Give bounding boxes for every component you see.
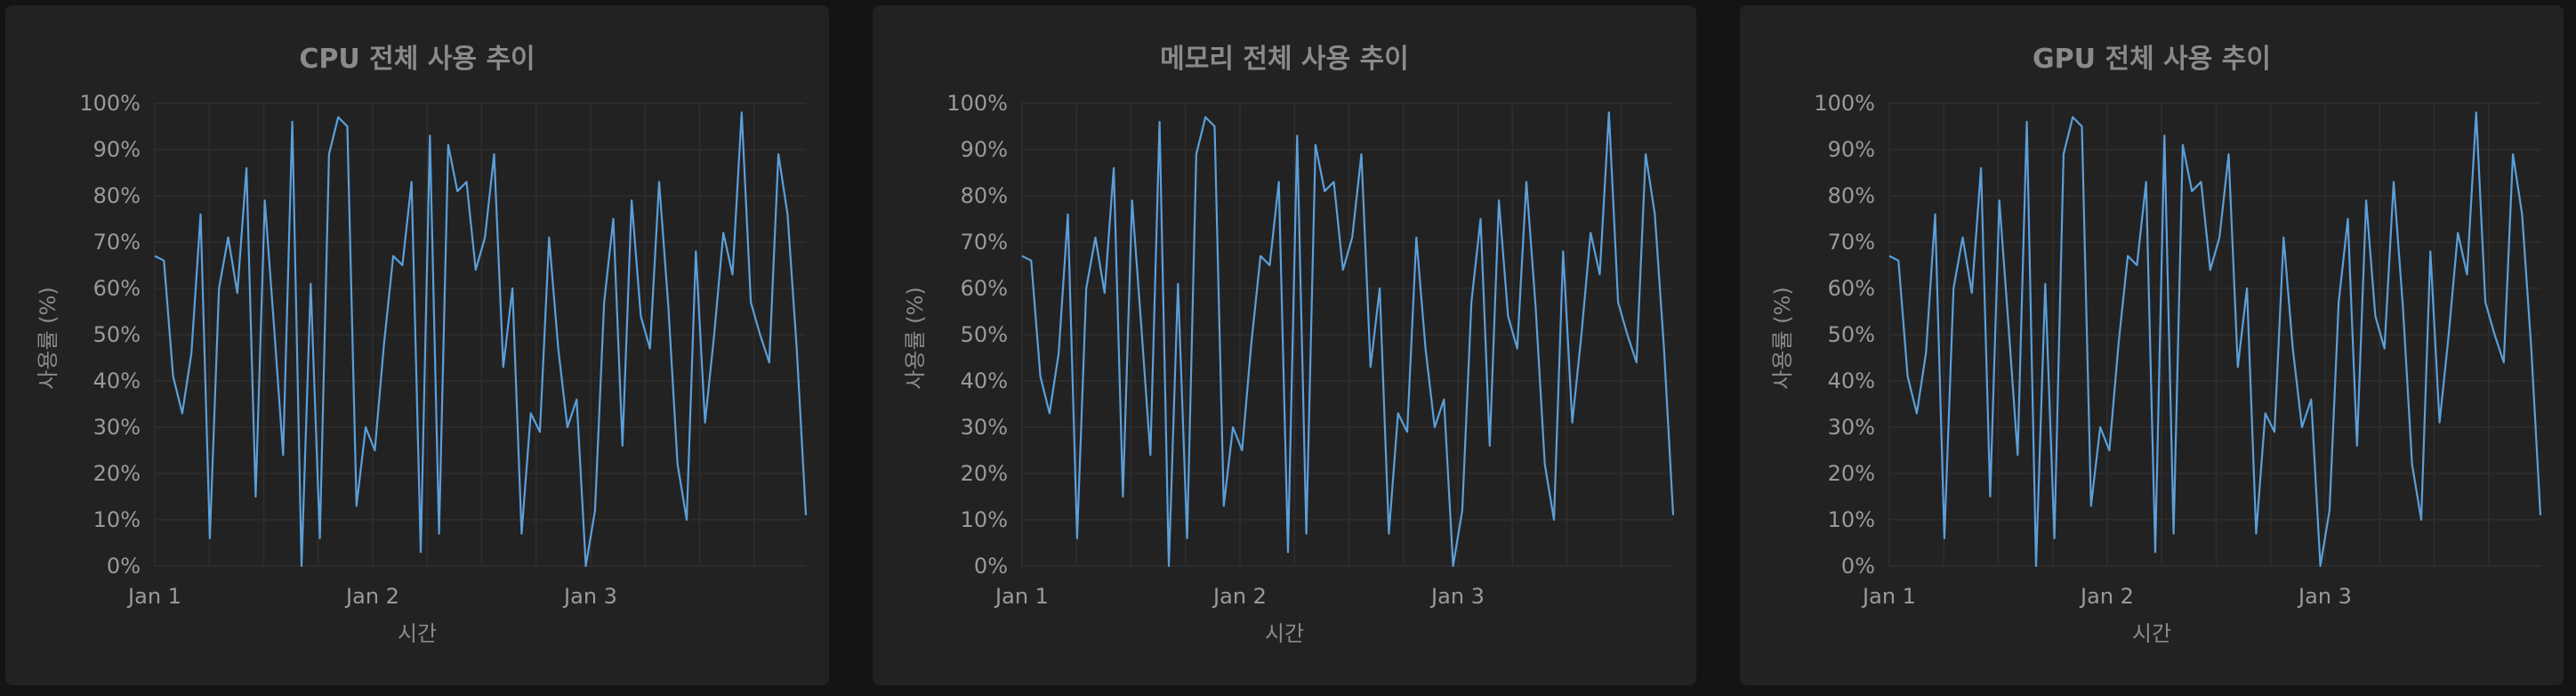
y-tick-label: 0% xyxy=(974,554,1008,579)
x-axis-label: 시간 xyxy=(1265,621,1304,646)
y-axis-ticks: 0% 10% 20% 30% 40% 50% 60% 70% 80% 90% 100% xyxy=(946,91,1008,579)
y-axis-ticks: 0% 10% 20% 30% 40% 50% 60% 70% 80% 90% 100% xyxy=(1814,91,1875,579)
y-tick-label: 30% xyxy=(961,415,1008,440)
x-tick-label: Jan 3 xyxy=(562,584,617,609)
y-tick-label: 20% xyxy=(961,461,1008,486)
y-tick-label: 0% xyxy=(107,554,141,579)
chart-panel-cpu: CPU 전체 사용 추이 0% 10% 20% 30% 40% 50% 60% 70% 80% 9… xyxy=(5,5,829,685)
y-tick-label: 40% xyxy=(93,368,141,393)
y-tick-label: 100% xyxy=(1814,91,1875,116)
y-tick-label: 100% xyxy=(946,91,1008,116)
chart-title: 메모리 전체 사용 추이 xyxy=(1160,44,1409,75)
x-tick-label: Jan 2 xyxy=(1212,584,1267,609)
y-tick-label: 40% xyxy=(1828,368,1875,393)
y-tick-label: 90% xyxy=(93,137,141,162)
y-tick-label: 50% xyxy=(1828,322,1875,347)
y-tick-label: 40% xyxy=(961,368,1008,393)
y-tick-label: 50% xyxy=(93,322,141,347)
x-axis-label: 시간 xyxy=(398,621,437,646)
series-line xyxy=(1889,112,2540,566)
y-tick-label: 90% xyxy=(961,137,1008,162)
y-tick-label: 30% xyxy=(1828,415,1875,440)
y-tick-label: 80% xyxy=(961,183,1008,208)
x-tick-label: Jan 1 xyxy=(126,584,181,609)
y-tick-label: 20% xyxy=(93,461,141,486)
y-tick-label: 30% xyxy=(93,415,141,440)
y-tick-label: 60% xyxy=(961,276,1008,301)
x-tick-label: Jan 2 xyxy=(344,584,399,609)
x-tick-label: Jan 1 xyxy=(994,584,1049,609)
y-tick-label: 90% xyxy=(1828,137,1875,162)
y-tick-label: 50% xyxy=(961,322,1008,347)
chart-title: GPU 전체 사용 추이 xyxy=(2033,44,2271,75)
x-tick-label: Jan 3 xyxy=(1429,584,1485,609)
y-axis-label: 사용률 (%) xyxy=(1770,287,1795,389)
gridlines xyxy=(1022,103,1673,566)
y-tick-label: 10% xyxy=(1828,507,1875,532)
x-tick-label: Jan 3 xyxy=(2297,584,2352,609)
y-tick-label: 60% xyxy=(93,276,141,301)
gridlines xyxy=(1889,103,2540,566)
y-tick-label: 70% xyxy=(961,230,1008,255)
y-tick-label: 80% xyxy=(93,183,141,208)
x-tick-label: Jan 1 xyxy=(1861,584,1916,609)
y-tick-label: 70% xyxy=(93,230,141,255)
gridlines xyxy=(155,103,806,566)
x-axis-ticks: Jan 1 Jan 2 Jan 3 xyxy=(1861,584,2352,609)
y-axis-ticks: 0% 10% 20% 30% 40% 50% 60% 70% 80% 90% 100% xyxy=(79,91,141,579)
chart-cpu: CPU 전체 사용 추이 0% 10% 20% 30% 40% 50% 60% 70% 80% 9… xyxy=(5,5,829,685)
chart-memory: 메모리 전체 사용 추이 0% 10% 20% 30% 40% 50% 60% 70% 80% 9… xyxy=(873,5,1696,685)
chart-panel-gpu: GPU 전체 사용 추이 0% 10% 20% 30% 40% 50% 60% 70% 80% 9… xyxy=(1740,5,2564,685)
y-tick-label: 60% xyxy=(1828,276,1875,301)
y-tick-label: 70% xyxy=(1828,230,1875,255)
y-tick-label: 0% xyxy=(1841,554,1875,579)
chart-panel-memory: 메모리 전체 사용 추이 0% 10% 20% 30% 40% 50% 60% 70% 80% 9… xyxy=(873,5,1696,685)
y-axis-label: 사용률 (%) xyxy=(36,287,60,389)
chart-title: CPU 전체 사용 추이 xyxy=(299,44,535,75)
x-axis-ticks: Jan 1 Jan 2 Jan 3 xyxy=(994,584,1485,609)
series-line xyxy=(155,112,806,566)
y-tick-label: 10% xyxy=(961,507,1008,532)
y-tick-label: 80% xyxy=(1828,183,1875,208)
series-line xyxy=(1022,112,1673,566)
y-tick-label: 20% xyxy=(1828,461,1875,486)
y-tick-label: 100% xyxy=(79,91,141,116)
x-tick-label: Jan 2 xyxy=(2079,584,2134,609)
x-axis-ticks: Jan 1 Jan 2 Jan 3 xyxy=(126,584,617,609)
x-axis-label: 시간 xyxy=(2132,621,2171,646)
y-tick-label: 10% xyxy=(93,507,141,532)
chart-gpu: GPU 전체 사용 추이 0% 10% 20% 30% 40% 50% 60% 70% 80% 9… xyxy=(1740,5,2564,685)
y-axis-label: 사용률 (%) xyxy=(903,287,928,389)
